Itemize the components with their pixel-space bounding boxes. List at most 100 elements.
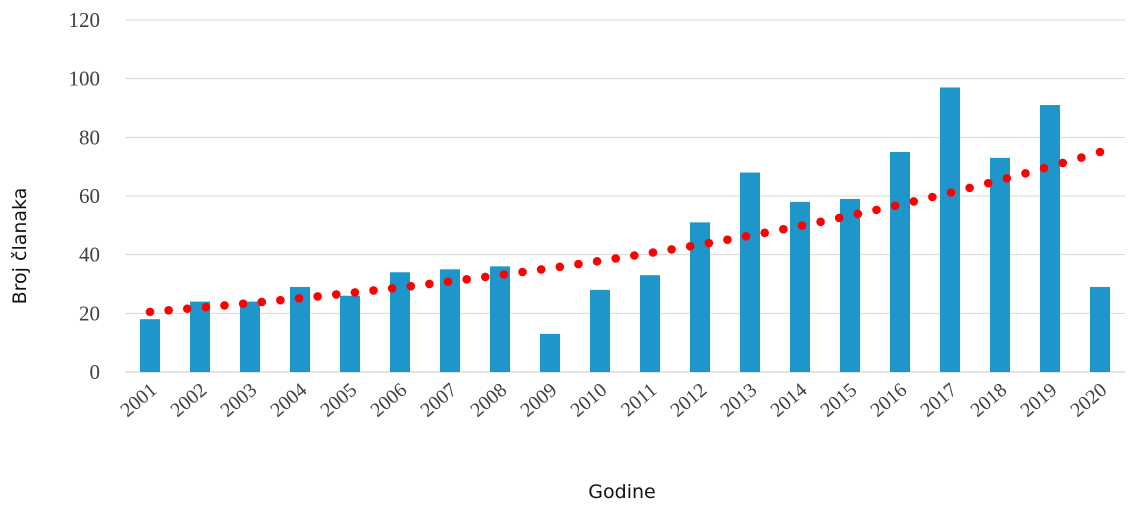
trendline-dot xyxy=(965,183,974,193)
trendline-dot xyxy=(555,262,565,272)
trendline-dot xyxy=(630,251,639,260)
trendline-dot xyxy=(499,270,509,279)
trendline-dot xyxy=(928,192,937,202)
trendline-dot xyxy=(276,295,285,305)
bar xyxy=(890,152,910,372)
trendline-dot xyxy=(890,201,900,210)
trendline-dot xyxy=(760,228,770,238)
trendline-dot xyxy=(853,209,863,219)
x-tick-label: 2012 xyxy=(666,379,711,422)
y-axis-title: Broj članaka xyxy=(9,188,31,305)
bar xyxy=(1090,286,1110,372)
x-tick-label: 2008 xyxy=(466,379,511,422)
bar xyxy=(790,201,810,372)
trendline-dot xyxy=(779,224,788,234)
x-tick-label: 2015 xyxy=(816,379,861,422)
trendline-dot xyxy=(220,301,229,310)
trendline-dot xyxy=(350,288,360,297)
x-tick-label: 2001 xyxy=(116,379,161,422)
bar xyxy=(290,286,310,372)
x-tick-label: 2013 xyxy=(716,379,761,422)
x-tick-label: 2010 xyxy=(566,379,611,422)
x-tick-label: 2019 xyxy=(1016,379,1061,422)
trendline-dot xyxy=(182,304,192,314)
trendline-dot xyxy=(462,275,471,284)
trendline-dot xyxy=(872,205,881,215)
trendline-dot xyxy=(797,221,807,230)
bar xyxy=(140,319,160,372)
trendline-dot xyxy=(648,248,658,257)
x-tick-label: 2003 xyxy=(216,379,261,422)
x-axis-ticks: 2001 2002 2003 2004 2005 2006 2007 2008 2009 2010… xyxy=(116,379,1111,422)
trendline-dot xyxy=(685,241,695,251)
x-tick-label: 2002 xyxy=(166,379,211,422)
trendline-dot xyxy=(425,279,434,289)
trendline-dot xyxy=(480,272,490,282)
trendline-dot xyxy=(834,213,844,223)
bar xyxy=(540,333,560,372)
trendline-dot xyxy=(369,286,378,295)
bar xyxy=(590,289,610,372)
trendline-dot xyxy=(1039,163,1049,173)
trendline-dot xyxy=(667,245,676,254)
bar xyxy=(1040,105,1060,373)
bar xyxy=(990,157,1010,372)
x-tick-label: 2018 xyxy=(966,379,1011,422)
trendline-dot xyxy=(238,299,248,309)
trendline-dot xyxy=(1002,173,1012,183)
trendline-dot xyxy=(294,293,304,303)
trendline-dot xyxy=(313,292,322,301)
bar xyxy=(190,301,210,372)
x-tick-label: 2005 xyxy=(316,379,361,422)
x-axis-title: Godine xyxy=(588,481,655,503)
bar xyxy=(640,275,660,372)
trendline-dot xyxy=(518,267,527,277)
trendline-dot xyxy=(331,290,341,299)
trendline-dot xyxy=(909,197,919,206)
trendline-dot xyxy=(164,306,173,315)
trendline xyxy=(145,147,1105,317)
x-tick-label: 2009 xyxy=(516,379,561,422)
trendline-dot xyxy=(257,297,267,307)
bar xyxy=(740,172,760,372)
y-tick-label: 60 xyxy=(79,184,100,208)
x-tick-label: 2006 xyxy=(366,379,411,422)
y-tick-label: 80 xyxy=(79,125,100,149)
bar xyxy=(940,87,960,372)
trendline-dot xyxy=(592,256,602,266)
y-tick-label: 120 xyxy=(69,8,101,32)
x-tick-label: 2017 xyxy=(916,379,961,422)
trendline-dot xyxy=(406,281,416,291)
trendline-dot xyxy=(443,277,453,286)
y-tick-label: 0 xyxy=(90,360,101,384)
bar xyxy=(840,198,860,372)
bar xyxy=(240,301,260,372)
y-tick-label: 40 xyxy=(79,243,100,267)
trendline-dot xyxy=(387,284,397,293)
trendline-dot xyxy=(816,217,825,227)
bar xyxy=(390,272,410,372)
x-tick-label: 2007 xyxy=(416,379,461,422)
trendline-dot xyxy=(741,232,751,241)
trendline-dot xyxy=(145,307,155,317)
y-tick-label: 100 xyxy=(69,67,101,91)
trendline-dot xyxy=(611,254,620,263)
trendline-dot xyxy=(983,178,993,188)
x-tick-label: 2011 xyxy=(617,379,661,421)
x-tick-label: 2004 xyxy=(266,379,311,422)
y-tick-label: 20 xyxy=(79,301,100,325)
x-tick-label: 2016 xyxy=(866,379,911,422)
trendline-dot xyxy=(574,259,583,269)
trendline-dot xyxy=(1095,147,1105,157)
x-tick-label: 2020 xyxy=(1066,379,1111,422)
bar xyxy=(690,222,710,372)
bar xyxy=(340,295,360,372)
x-tick-label: 2014 xyxy=(766,379,811,422)
trendline-dot xyxy=(536,265,546,274)
trendline-dot xyxy=(1058,158,1068,168)
bar xyxy=(440,269,460,372)
y-axis-ticks: 0 20 40 60 80 100 120 xyxy=(69,8,101,384)
trendline-dot xyxy=(704,238,714,248)
trendline-dot xyxy=(201,302,211,312)
